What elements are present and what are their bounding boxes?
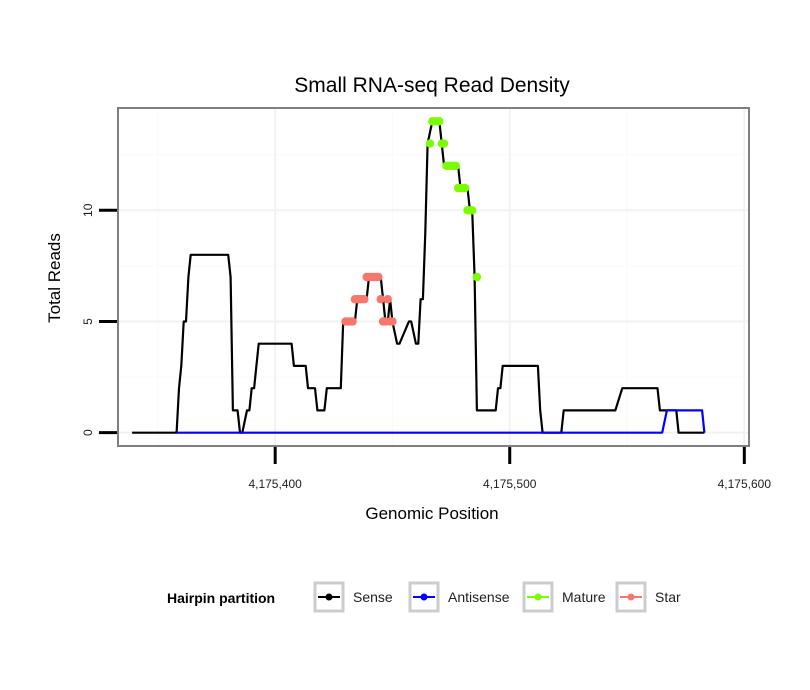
chart-title: Small RNA-seq Read Density (294, 74, 570, 97)
data-point-star (388, 317, 397, 326)
legend-entry-sense: Sense (313, 581, 393, 613)
legend-title: Hairpin partition (167, 590, 275, 606)
legend-label: Star (655, 589, 681, 605)
legend-entry-mature: Mature (522, 581, 606, 613)
data-point-mature (472, 272, 482, 282)
legend-key-point (325, 593, 333, 601)
series-layer (132, 117, 706, 434)
y-axis: 0 5 10 (81, 203, 117, 436)
legend-key-point (534, 593, 542, 601)
series-line-sense (132, 120, 705, 434)
data-point-star (376, 295, 385, 304)
legend: Hairpin partition Sense Antisense Mature St… (167, 581, 681, 613)
data-point-star (374, 272, 383, 282)
x-axis: 4,175,400 4,175,500 4,175,600 (248, 447, 771, 491)
plot-panel-border (117, 107, 750, 447)
data-point-mature (439, 139, 449, 148)
legend-entry-star: Star (615, 581, 681, 613)
x-tick-label: 4,175,500 (483, 477, 537, 491)
legend-label: Antisense (448, 589, 510, 605)
legend-label: Mature (562, 589, 606, 605)
data-point-star (348, 317, 357, 326)
legend-entry-antisense: Antisense (408, 581, 510, 613)
data-point-star (383, 295, 392, 304)
plot-panel-background (118, 108, 749, 446)
legend-label: Sense (353, 589, 393, 605)
y-tick-label: 0 (81, 429, 95, 436)
data-point-mature (435, 117, 444, 126)
x-tick-label: 4,175,600 (718, 477, 772, 491)
data-point-mature (451, 161, 460, 171)
legend-key-point (420, 593, 428, 601)
y-tick-label: 10 (81, 203, 95, 217)
series-line-antisense (176, 409, 706, 434)
y-tick-label: 5 (81, 318, 95, 325)
x-axis-title: Genomic Position (365, 504, 498, 523)
data-point-mature (468, 206, 477, 215)
x-tick-label: 4,175,400 (248, 477, 302, 491)
y-axis-title: Total Reads (45, 233, 64, 323)
data-point-mature (425, 139, 435, 148)
data-point-mature (460, 183, 470, 193)
data-point-star (360, 295, 369, 304)
legend-key-point (627, 593, 635, 601)
